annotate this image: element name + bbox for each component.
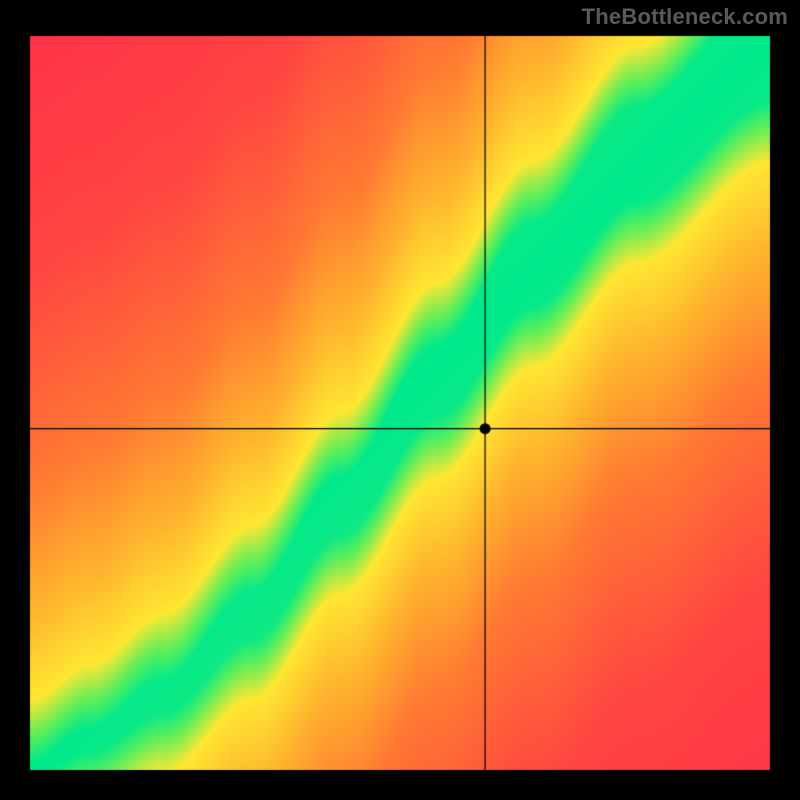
attribution-text: TheBottleneck.com [582, 4, 788, 30]
heatmap-canvas [0, 0, 800, 800]
chart-container: TheBottleneck.com [0, 0, 800, 800]
